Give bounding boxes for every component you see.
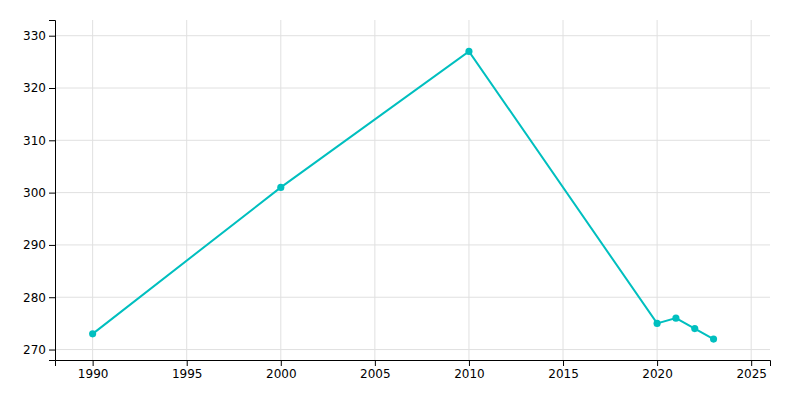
line — [93, 51, 714, 339]
tick: 1990 — [78, 360, 109, 381]
point — [465, 48, 472, 55]
grid-line-x — [186, 20, 187, 360]
axis-line — [49, 21, 56, 361]
tick-label: 2015 — [548, 367, 579, 381]
marks — [89, 48, 717, 343]
grid-line-x — [751, 20, 752, 360]
tick-label: 290 — [23, 238, 46, 252]
tick-label: 330 — [23, 29, 46, 43]
grid-line-x — [468, 20, 469, 360]
tick: 2015 — [548, 360, 579, 381]
point — [691, 325, 698, 332]
tick-mark — [49, 36, 55, 37]
tick-label: 2025 — [736, 367, 767, 381]
tick: 2020 — [642, 360, 673, 381]
tick: 300 — [23, 186, 55, 200]
axis-line — [56, 361, 771, 367]
grid-line-y — [55, 140, 770, 141]
tick-mark — [281, 360, 282, 366]
grid-line-x — [657, 20, 658, 360]
grid-line-x — [374, 20, 375, 360]
grid-line-y — [55, 297, 770, 298]
tick-mark — [751, 360, 752, 366]
grid-line-x — [92, 20, 93, 360]
point — [654, 320, 661, 327]
tick-label: 310 — [23, 134, 46, 148]
tick-mark — [49, 297, 55, 298]
chart: 1990 1995 2000 2005 2010 2015 2020 2025 270 280 29… — [0, 0, 800, 400]
grid-line-y — [55, 349, 770, 350]
tick-mark — [375, 360, 376, 366]
tick: 2025 — [736, 360, 767, 381]
point — [89, 330, 96, 337]
tick-label: 320 — [23, 81, 46, 95]
tick-label: 2000 — [266, 367, 297, 381]
tick-label: 2020 — [642, 367, 673, 381]
grid-line-x — [563, 20, 564, 360]
x-axis: 1990 1995 2000 2005 2010 2015 2020 2025 — [56, 360, 771, 381]
tick: 310 — [23, 134, 55, 148]
tick-label: 1995 — [172, 367, 203, 381]
point — [672, 315, 679, 322]
point — [277, 184, 284, 191]
tick: 2005 — [360, 360, 391, 381]
tick-mark — [49, 88, 55, 89]
tick-mark — [563, 360, 564, 366]
plot: 1990 1995 2000 2005 2010 2015 2020 2025 270 280 29… — [23, 20, 770, 381]
grid-line-y — [55, 88, 770, 89]
tick-mark — [49, 193, 55, 194]
tick-label: 280 — [23, 291, 46, 305]
tick-mark — [49, 245, 55, 246]
tick: 2010 — [454, 360, 485, 381]
tick-mark — [49, 350, 55, 351]
tick-mark — [187, 360, 188, 366]
grid — [55, 20, 770, 360]
tick-label: 2005 — [360, 367, 391, 381]
tick: 280 — [23, 291, 55, 305]
tick-label: 1990 — [78, 367, 109, 381]
tick: 290 — [23, 238, 55, 252]
grid-line-y — [55, 244, 770, 245]
tick-mark — [93, 360, 94, 366]
y-axis: 270 280 290 300 310 320 330 — [23, 21, 55, 361]
tick-label: 2010 — [454, 367, 485, 381]
point — [710, 336, 717, 343]
tick-label: 300 — [23, 186, 46, 200]
tick-mark — [657, 360, 658, 366]
tick-label: 270 — [23, 343, 46, 357]
tick-mark — [469, 360, 470, 366]
tick: 1995 — [172, 360, 203, 381]
tick: 330 — [23, 29, 55, 43]
tick: 320 — [23, 81, 55, 95]
grid-line-y — [55, 35, 770, 36]
tick-mark — [49, 140, 55, 141]
grid-line-y — [55, 192, 770, 193]
tick: 270 — [23, 343, 55, 357]
tick: 2000 — [266, 360, 297, 381]
